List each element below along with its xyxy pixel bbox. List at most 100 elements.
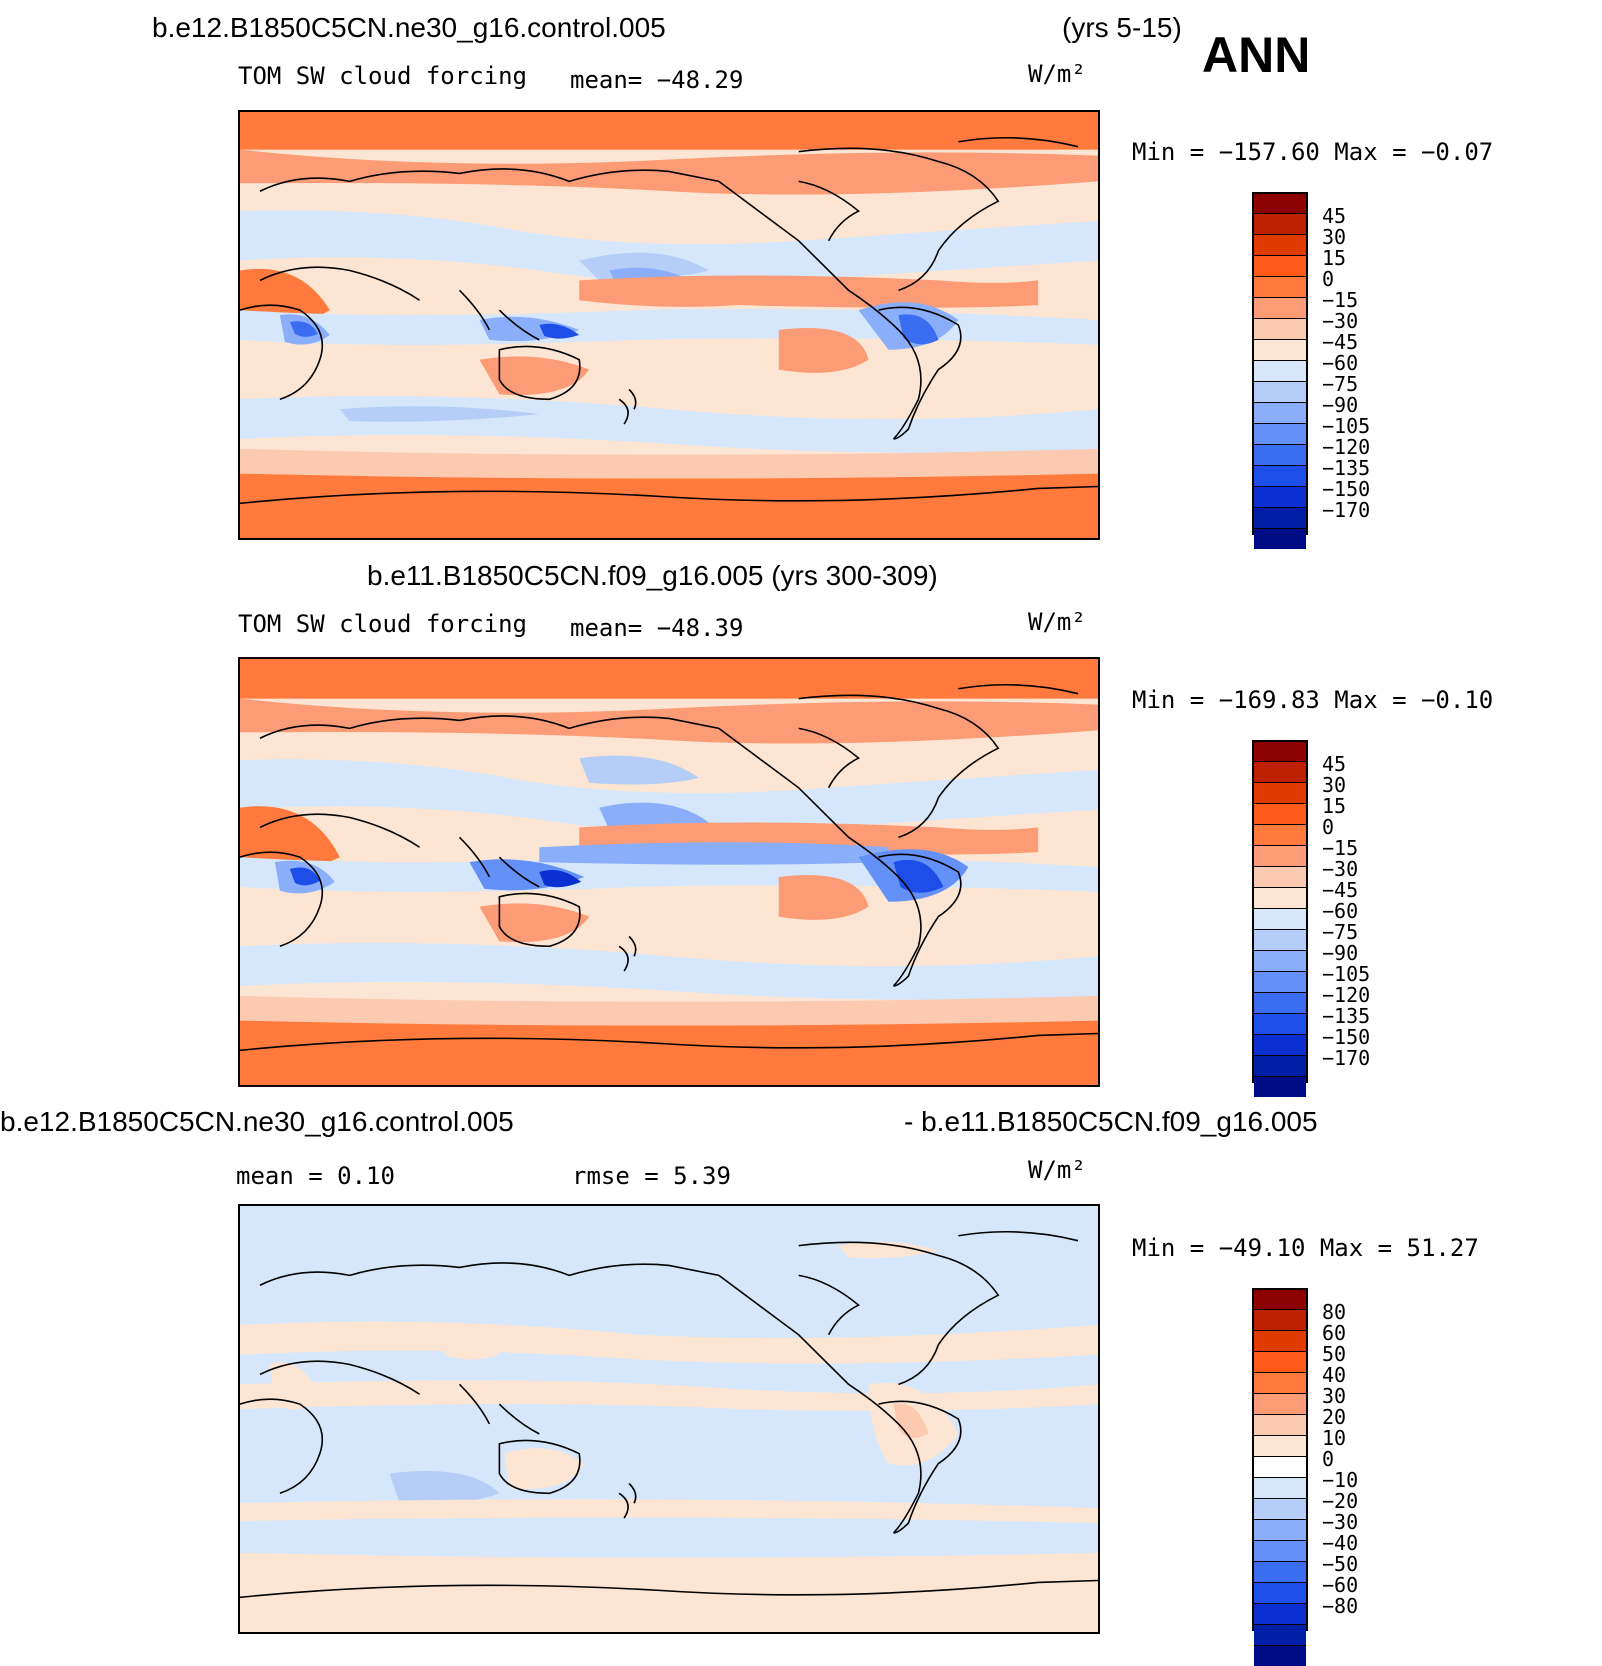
colorbar-tick: −30 (1322, 309, 1359, 333)
colorbar-tick: −20 (1322, 1489, 1359, 1513)
colorbar-cell (1254, 1457, 1306, 1478)
colorbar-tick: 0 (1322, 1447, 1335, 1471)
colorbar-cell (1254, 930, 1306, 951)
colorbar-cell (1254, 508, 1306, 529)
colorbar-cell (1254, 1310, 1306, 1331)
colorbar-tick: −75 (1322, 372, 1359, 396)
colorbar-cell (1254, 466, 1306, 487)
colorbar-cell (1254, 256, 1306, 277)
colorbar-tick: 15 (1322, 246, 1347, 270)
colorbar-cell (1254, 445, 1306, 466)
case-title: b.e12.B1850C5CN.ne30_g16.control.005 (152, 12, 666, 43)
colorbar-cell (1254, 742, 1306, 762)
colorbar-tick: −40 (1322, 1531, 1359, 1555)
colorbar-tick: 20 (1322, 1405, 1347, 1429)
colorbar-tick: −10 (1322, 1468, 1359, 1492)
colorbar-cell (1254, 424, 1306, 445)
panel-3-rmse: rmse = 5.39 (572, 1162, 731, 1190)
colorbar-cell (1254, 529, 1306, 549)
colorbar-cell (1254, 804, 1306, 825)
colorbar-tick: −120 (1322, 435, 1371, 459)
colorbar-cell (1254, 382, 1306, 403)
colorbar-cell (1254, 1077, 1306, 1097)
colorbar-tick: −75 (1322, 920, 1359, 944)
panel-2-title: b.e11.B1850C5CN.f09_g16.005 (yrs 300-309… (367, 560, 938, 591)
colorbar-cell (1254, 867, 1306, 888)
season-label: ANN (1202, 27, 1311, 83)
colorbar-cell (1254, 214, 1306, 235)
colorbar-cell (1254, 1352, 1306, 1373)
panel-1-colorbar (1252, 192, 1308, 549)
panel-1-map-svg (240, 112, 1098, 538)
colorbar-cell (1254, 277, 1306, 298)
panel-2-colorbar (1252, 740, 1308, 1097)
colorbar-cell (1254, 1562, 1306, 1583)
colorbar-tick: −150 (1322, 477, 1371, 501)
panel-1-mean: mean= −48.29 (570, 66, 744, 94)
colorbar-tick: −135 (1322, 456, 1371, 480)
colorbar-cell (1254, 1436, 1306, 1457)
colorbar-tick: 30 (1322, 1384, 1347, 1408)
panel-1-units: W/m² (1028, 60, 1086, 88)
colorbar-tick: 10 (1322, 1426, 1347, 1450)
panel-3-title-right: - b.e11.B1850C5CN.f09_g16.005 (904, 1106, 1318, 1137)
colorbar-tick: −60 (1322, 899, 1359, 923)
panel-3-minmax: Min = −49.10 Max = 51.27 (1132, 1234, 1479, 1262)
colorbar-cell (1254, 783, 1306, 804)
colorbar-tick: −60 (1322, 351, 1359, 375)
colorbar-cell (1254, 1290, 1306, 1310)
colorbar-cell (1254, 1646, 1306, 1666)
colorbar-cell (1254, 361, 1306, 382)
colorbar-tick: 50 (1322, 1342, 1347, 1366)
colorbar-tick: −80 (1322, 1594, 1359, 1618)
colorbar-cell (1254, 1520, 1306, 1541)
panel-3-mean: mean = 0.10 (236, 1162, 395, 1190)
colorbar-tick: −45 (1322, 878, 1359, 902)
colorbar-tick: −45 (1322, 330, 1359, 354)
colorbar-tick: 45 (1322, 752, 1347, 776)
colorbar-cell (1254, 1014, 1306, 1035)
colorbar-cell (1254, 298, 1306, 319)
colorbar-cell (1254, 951, 1306, 972)
colorbar-cell (1254, 825, 1306, 846)
panel-2-minmax: Min = −169.83 Max = −0.10 (1132, 686, 1494, 714)
panel-3-title-left-clip: b.e12.B1850C5CN.ne30_g16.control.005 (0, 1106, 560, 1138)
colorbar-tick: −135 (1322, 1004, 1371, 1028)
colorbar-cell (1254, 888, 1306, 909)
colorbar-cell (1254, 909, 1306, 930)
panel-2-subtitle: TOM SW cloud forcing (238, 610, 527, 638)
colorbar-tick: 15 (1322, 794, 1347, 818)
colorbar-cell (1254, 972, 1306, 993)
colorbar-tick: −15 (1322, 836, 1359, 860)
colorbar-tick: −105 (1322, 414, 1371, 438)
colorbar-tick: −120 (1322, 983, 1371, 1007)
colorbar-cell (1254, 319, 1306, 340)
panel-2-map (238, 657, 1100, 1087)
colorbar-tick: −150 (1322, 1025, 1371, 1049)
colorbar-tick: −60 (1322, 1573, 1359, 1597)
panel-1-subtitle: TOM SW cloud forcing (238, 62, 527, 90)
colorbar-cell (1254, 1056, 1306, 1077)
colorbar-tick: 80 (1322, 1300, 1347, 1324)
colorbar-cell (1254, 194, 1306, 214)
years-label: (yrs 5-15) (1062, 12, 1182, 43)
colorbar-tick: −90 (1322, 941, 1359, 965)
colorbar-tick: −50 (1322, 1552, 1359, 1576)
colorbar-tick: −170 (1322, 498, 1371, 522)
colorbar-cell (1254, 993, 1306, 1014)
panel-2-units: W/m² (1028, 608, 1086, 636)
panel-1-map (238, 110, 1100, 540)
colorbar-cell (1254, 1625, 1306, 1646)
colorbar-cell (1254, 846, 1306, 867)
colorbar-cell (1254, 235, 1306, 256)
colorbar-cell (1254, 487, 1306, 508)
panel-3-units: W/m² (1028, 1156, 1086, 1184)
colorbar-cell (1254, 1394, 1306, 1415)
colorbar-cell (1254, 1035, 1306, 1056)
panel-3-map (238, 1204, 1100, 1634)
colorbar-tick: 45 (1322, 204, 1347, 228)
colorbar-tick: 40 (1322, 1363, 1347, 1387)
panel-2-map-svg (240, 659, 1098, 1085)
colorbar-tick: −30 (1322, 1510, 1359, 1534)
colorbar-tick: 0 (1322, 267, 1335, 291)
